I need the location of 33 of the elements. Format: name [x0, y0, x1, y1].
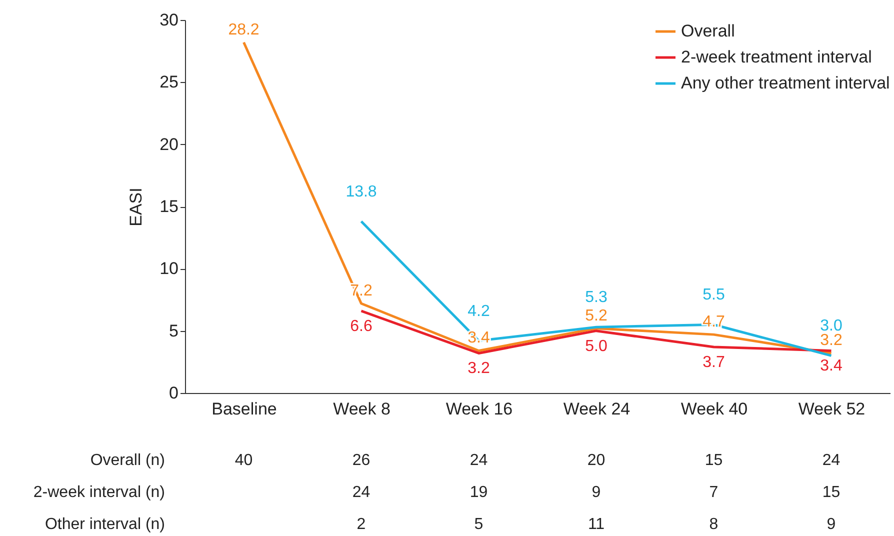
x-tick-label: Week 52 — [798, 400, 866, 418]
data-label: 28.2 — [228, 21, 260, 38]
x-tick-label: Baseline — [212, 400, 277, 418]
legend-label: Overall — [681, 22, 735, 40]
data-label: 5.2 — [585, 307, 608, 324]
y-tick-label: 30 — [160, 10, 178, 30]
data-label: 5.0 — [585, 338, 608, 355]
y-tick-label: 15 — [160, 197, 178, 216]
x-tick-label: Week 40 — [680, 400, 748, 418]
x-tick-label: Week 8 — [333, 400, 390, 418]
text: 2-week interval (n) 24 19 9 7 15 — [33, 484, 840, 501]
data-label: 4.2 — [468, 302, 490, 320]
data-label: 3.2 — [820, 332, 842, 350]
text: Overall (n) 40 26 24 20 15 24 — [90, 452, 840, 469]
data-label: 3.0 — [820, 318, 842, 335]
data-label: 6.6 — [350, 318, 372, 335]
x-tick-label: Week 24 — [563, 400, 630, 418]
y-tick-label: 5 — [169, 321, 178, 340]
data-label: 3.7 — [702, 354, 725, 371]
text: Other interval (n) 2 5 11 8 9 — [44, 516, 836, 533]
data-label: 3.2 — [468, 360, 490, 378]
legend-label: 2-week treatment interval — [681, 48, 872, 66]
y-tick-label: 10 — [160, 259, 178, 278]
data-label: 3.4 — [820, 358, 842, 375]
data-label: 13.8 — [346, 183, 377, 200]
data-label: 5.3 — [585, 289, 608, 306]
x-tick-label: Week 16 — [446, 400, 513, 418]
y-tick-label: 20 — [160, 134, 178, 154]
data-label: 5.5 — [702, 286, 725, 304]
legend-label: Any other treatment interval — [681, 74, 890, 92]
y-tick-label: 0 — [169, 384, 178, 402]
y-tick-label: 25 — [160, 72, 178, 92]
y-axis-title: EASI — [126, 188, 146, 226]
